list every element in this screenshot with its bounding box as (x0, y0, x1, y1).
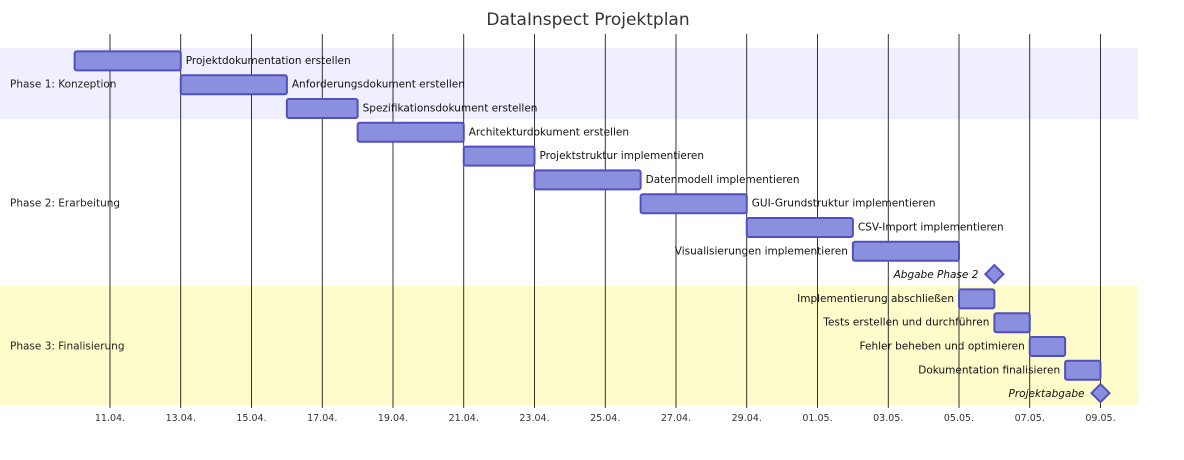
tick-label: 15.04. (236, 413, 266, 424)
section-band (0, 119, 1138, 287)
task-bar (179, 74, 288, 96)
section-labels: Phase 1: Konzeption Phase 2: Erarbeitung P… (10, 79, 125, 353)
task-label: Architekturdokument erstellen (469, 126, 629, 138)
task-bar (958, 288, 996, 310)
tick-label: 05.05. (944, 413, 974, 424)
task-label: Fehler beheben und optimieren (860, 341, 1025, 353)
task-bar (285, 98, 359, 119)
milestone-label: Projektabgabe (1009, 388, 1085, 400)
section-label: Phase 2: Erarbeitung (10, 198, 120, 210)
section-label: Phase 1: Konzeption (10, 79, 116, 91)
task-bar (1064, 359, 1102, 381)
task-label: CSV-Import implementieren (858, 222, 1004, 234)
tick-label: 21.04. (449, 413, 479, 424)
milestone-label: Abgabe Phase 2 (893, 269, 979, 281)
tick-label: 13.04. (166, 413, 196, 424)
task-label: Datenmodell implementieren (646, 174, 800, 186)
tick-label: 01.05. (802, 413, 832, 424)
task-label: Implementierung abschließen (797, 293, 954, 305)
task-label: Tests erstellen und durchführen (822, 317, 989, 329)
tick-label: 27.04. (661, 413, 691, 424)
task-label: Projektdokumentation erstellen (186, 55, 351, 67)
chart-title: DataInspect Projektplan (486, 10, 689, 30)
x-axis-ticks: 11.04. 13.04. 15.04. 17.04. 19.04. 21.04. 23.0… (95, 413, 1116, 424)
task-label: Anforderungsdokument erstellen (292, 79, 465, 91)
section-band (0, 286, 1138, 405)
tick-label: 19.04. (378, 413, 408, 424)
task-label: Visualisierungen implementieren (675, 245, 848, 257)
task-bar (745, 217, 854, 238)
tick-label: 11.04. (95, 413, 125, 424)
task-bar (462, 145, 536, 167)
task-bars: Projektdokumentation erstellen Anforderun… (73, 50, 1111, 404)
milestone-marker (1090, 382, 1111, 404)
task-bar (851, 240, 960, 262)
task-bar (1028, 336, 1067, 357)
task-bar (356, 121, 465, 143)
task-bar (533, 169, 642, 191)
tick-label: 29.04. (732, 413, 762, 424)
tick-label: 07.05. (1015, 413, 1045, 424)
task-bar (73, 50, 182, 72)
tick-label: 17.04. (307, 413, 337, 424)
task-bar (639, 193, 748, 215)
tick-label: 23.04. (519, 413, 549, 424)
section-label: Phase 3: Finalisierung (10, 341, 125, 353)
task-bar (993, 312, 1031, 334)
task-label: Dokumentation finalisieren (918, 364, 1060, 376)
task-label: GUI-Grundstruktur implementieren (752, 198, 936, 210)
tick-label: 09.05. (1085, 413, 1115, 424)
task-label: Projektstruktur implementieren (540, 150, 705, 162)
task-label: Spezifikationsdokument erstellen (363, 103, 538, 115)
tick-label: 25.04. (590, 413, 620, 424)
section-bands (0, 48, 1138, 405)
milestone-marker (983, 263, 1005, 285)
tick-label: 03.05. (873, 413, 903, 424)
